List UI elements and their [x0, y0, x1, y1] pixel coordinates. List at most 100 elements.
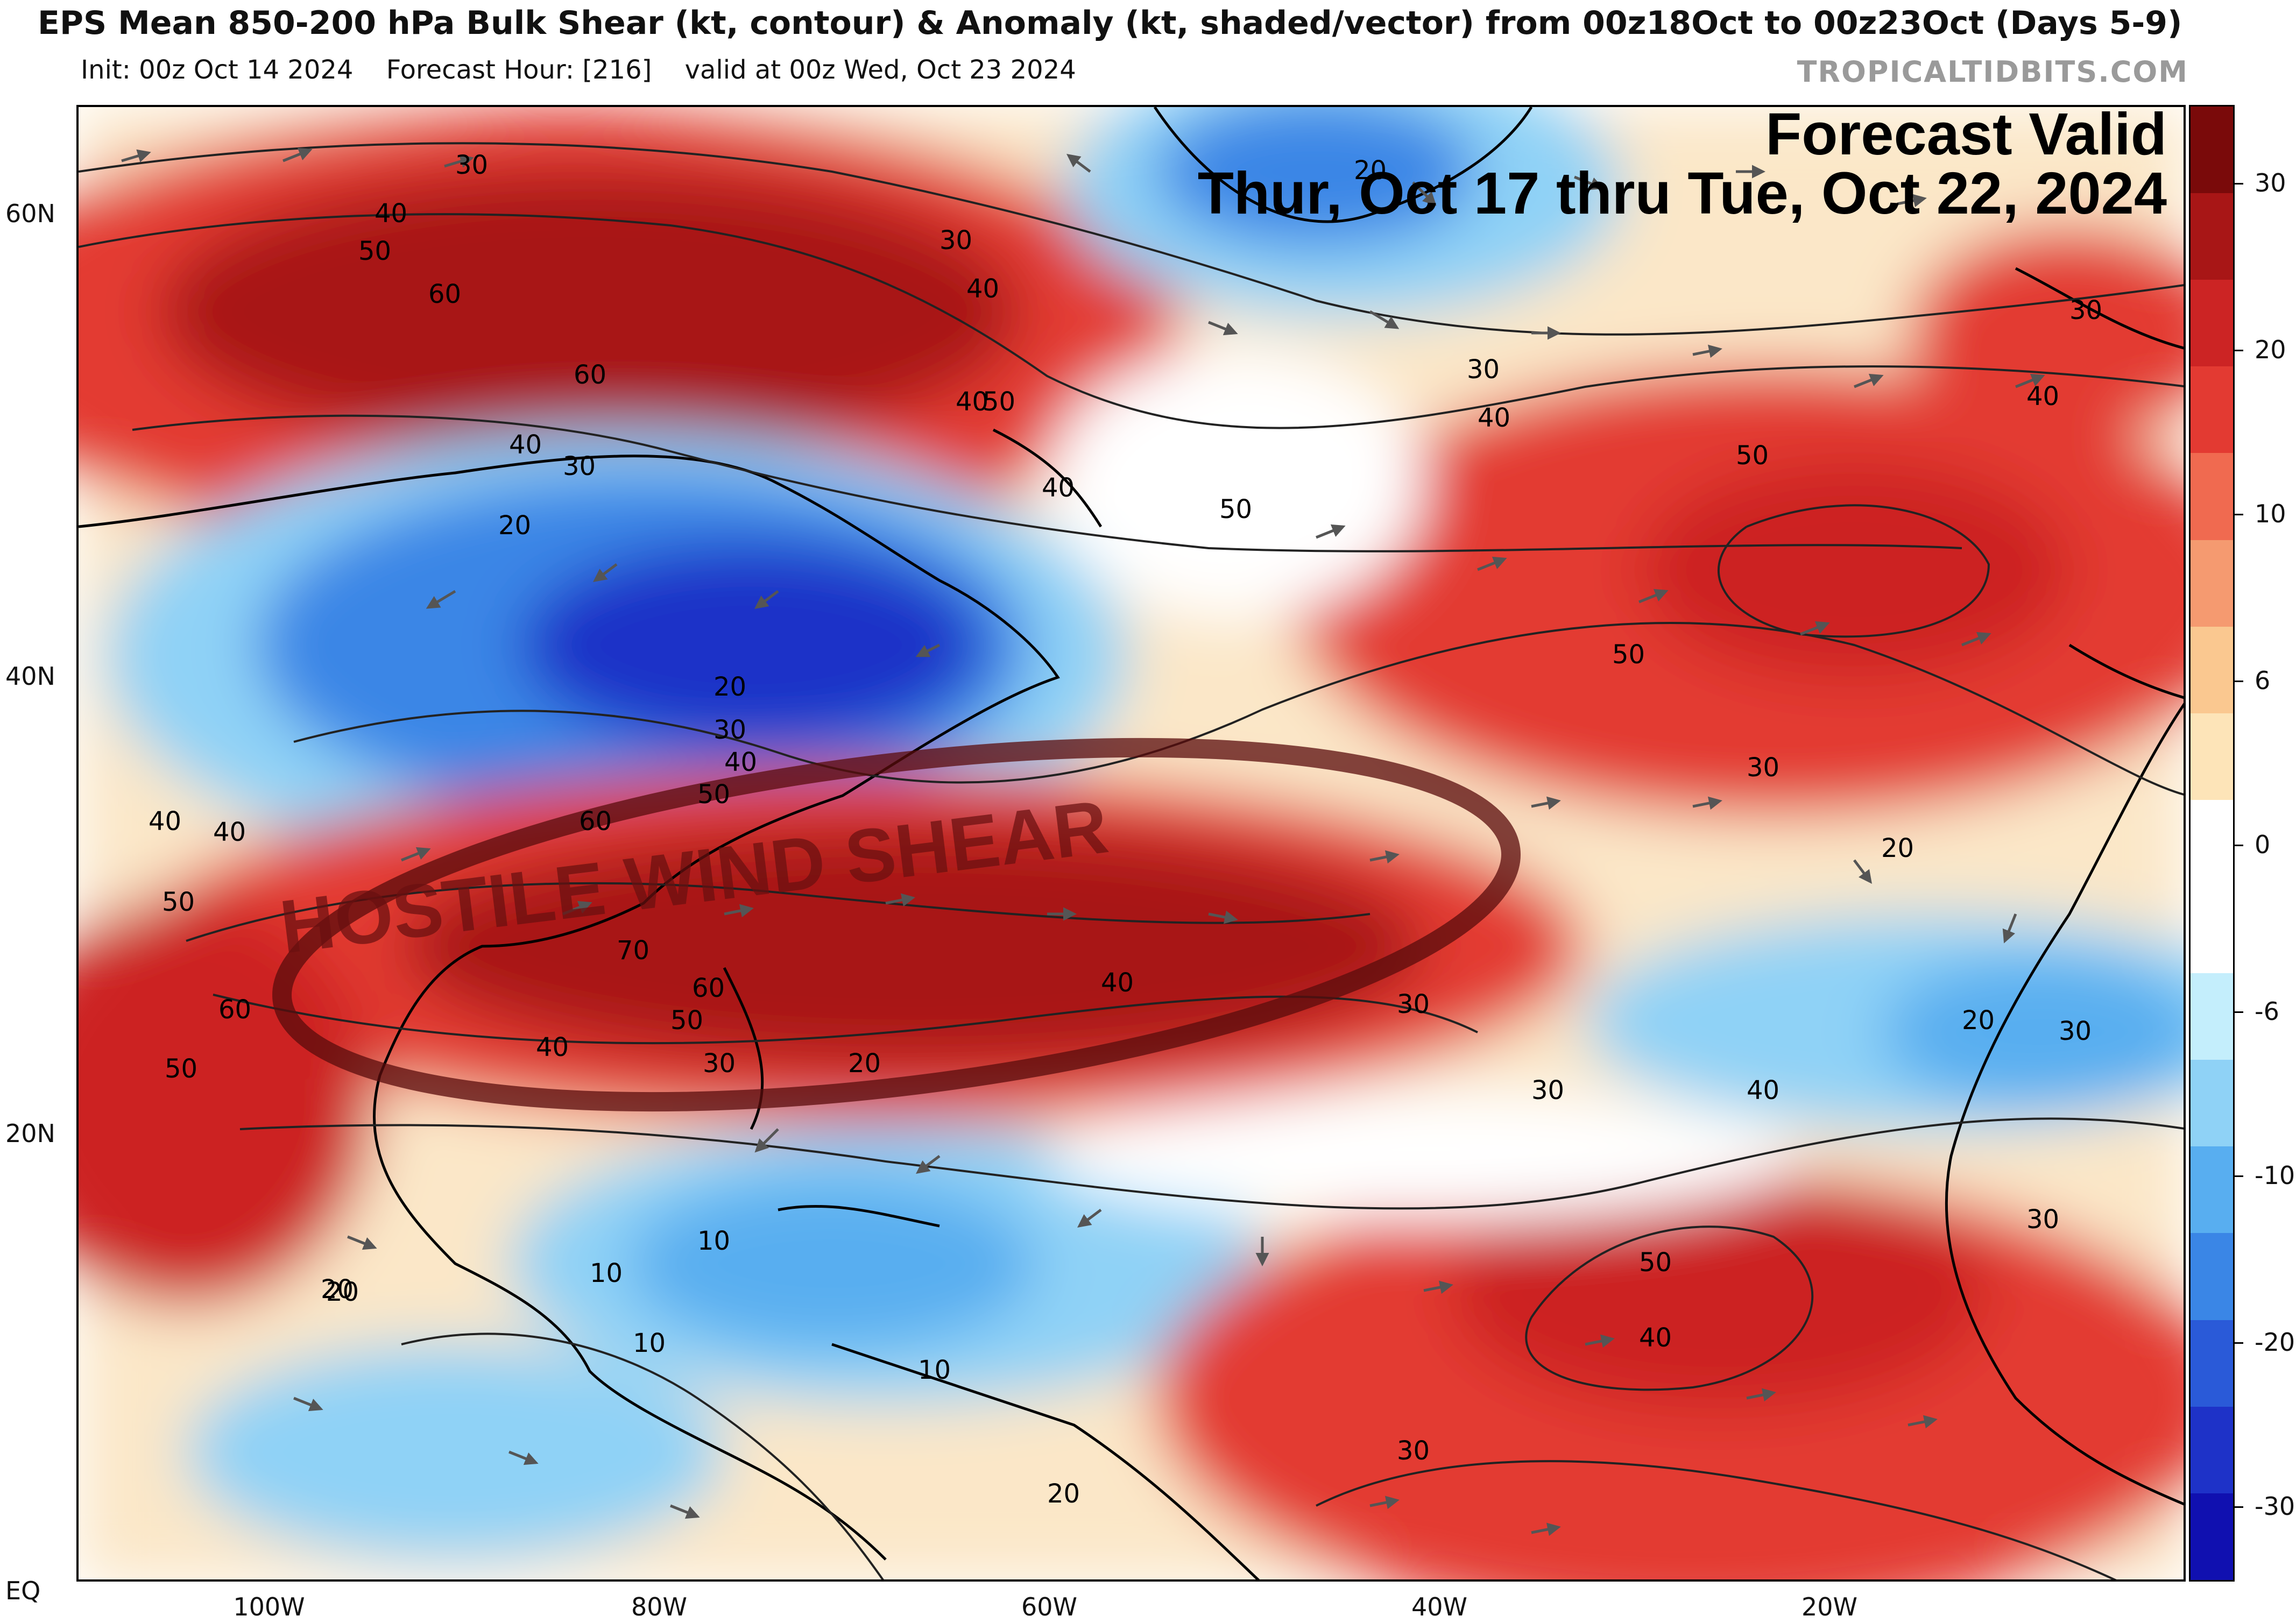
contour-label: 60 — [218, 995, 252, 1025]
contour-label: 40 — [509, 430, 542, 460]
contour-label: 10 — [918, 1355, 951, 1385]
contour-label: 60 — [428, 279, 462, 309]
contour-label: 20 — [713, 672, 747, 702]
contour-label: 30 — [2059, 1016, 2092, 1046]
contour-label: 50 — [670, 1005, 704, 1036]
contour-label: 30 — [1467, 355, 1500, 385]
contour-label: 40 — [966, 274, 1000, 304]
lat-label: 40N — [5, 662, 55, 691]
contour-label: 30 — [563, 451, 596, 481]
contour-label: 20 — [1881, 833, 1914, 863]
colorbar-segment — [2191, 453, 2233, 540]
contour-label: 20 — [498, 511, 532, 541]
colorbar-tick — [2235, 1342, 2243, 1344]
contour-label: 50 — [1736, 441, 1769, 471]
contour-label: 20 — [326, 1277, 359, 1307]
colorbar-segment — [2191, 540, 2233, 627]
colorbar-tick — [2235, 514, 2243, 515]
contour-label: 50 — [1219, 494, 1253, 525]
lon-label: 80W — [631, 1592, 688, 1621]
colorbar-segment — [2191, 1060, 2233, 1147]
contour-label: 50 — [1639, 1248, 1672, 1278]
contour-label: 40 — [536, 1032, 569, 1062]
colorbar-label: -20 — [2255, 1328, 2295, 1357]
colorbar-segment — [2191, 1406, 2233, 1493]
contour-label: 30 — [703, 1048, 736, 1079]
contour-label: 50 — [983, 387, 1016, 417]
forecast-hour: Forecast Hour: [216] — [386, 55, 652, 85]
forecast-valid-line1: Forecast Valid — [1765, 101, 2167, 167]
colorbar — [2189, 105, 2235, 1582]
colorbar-segment — [2191, 193, 2233, 280]
contour-label: 40 — [1478, 403, 1511, 433]
contour-label: 60 — [692, 973, 725, 1003]
anomaly-vectors — [121, 147, 2045, 1536]
contour-label: 30 — [1397, 989, 1430, 1019]
contour-label: 40 — [724, 747, 758, 777]
contour-label: 40 — [375, 199, 408, 229]
map-subtitle: Init: 00z Oct 14 2024 Forecast Hour: [21… — [81, 55, 1101, 85]
colorbar-segment — [2191, 1146, 2233, 1234]
contour-label: 30 — [713, 715, 747, 745]
contour-label: 50 — [1612, 640, 1645, 670]
lat-label: EQ — [5, 1576, 41, 1605]
contour-label: 30 — [2069, 295, 2103, 325]
contour-label: 50 — [358, 236, 392, 266]
colorbar-segment — [2191, 107, 2233, 194]
contour-label: 30 — [1397, 1436, 1430, 1466]
lat-label: 60N — [5, 199, 55, 228]
colorbar-segment — [2191, 799, 2233, 887]
shear-anomaly-map: 30 40 50 60 60 30 40 50 50 30 40 50 30 2… — [76, 105, 2186, 1582]
colorbar-segment — [2191, 366, 2233, 453]
contour-label: 10 — [590, 1258, 623, 1288]
contour-label: 60 — [574, 360, 607, 390]
colorbar-tick — [2235, 183, 2243, 185]
colorbar-segment — [2191, 626, 2233, 713]
colorbar-segment — [2191, 1493, 2233, 1580]
source-credit[interactable]: TROPICALTIDBITS.COM — [1797, 55, 2188, 89]
colorbar-label: -6 — [2255, 997, 2279, 1026]
contour-label: 30 — [1531, 1075, 1565, 1105]
colorbar-label: -30 — [2255, 1492, 2295, 1521]
contour-label: 30 — [2026, 1204, 2060, 1235]
contour-label: 40 — [1101, 968, 1134, 998]
contour-label: 40 — [1639, 1323, 1672, 1353]
contour-label: 30 — [939, 225, 973, 256]
colorbar-label: 0 — [2255, 830, 2271, 859]
forecast-valid-line2: Thur, Oct 17 thru Tue, Oct 22, 2024 — [1197, 160, 2167, 226]
colorbar-segment — [2191, 886, 2233, 974]
lon-label: 40W — [1411, 1592, 1468, 1621]
contour-label: 20 — [1354, 155, 1387, 186]
contour-label: 50 — [697, 779, 731, 810]
contour-label: 30 — [455, 150, 489, 180]
hostile-shear-outline — [272, 738, 1521, 1112]
contour-label: 40 — [2026, 381, 2060, 412]
lat-label: 20N — [5, 1119, 55, 1148]
contour-label: 40 — [956, 387, 989, 417]
contour-label: 10 — [633, 1328, 666, 1358]
colorbar-tick — [2235, 681, 2243, 682]
colorbar-tick — [2235, 1506, 2243, 1508]
contour-label: 20 — [321, 1274, 354, 1305]
colorbar-label: 20 — [2255, 335, 2286, 364]
colorbar-segment — [2191, 1320, 2233, 1407]
colorbar-label: 10 — [2255, 499, 2286, 528]
contour-label: 50 — [165, 1054, 198, 1084]
contour-label: 20 — [848, 1048, 881, 1079]
init-time: Init: 00z Oct 14 2024 — [81, 55, 354, 85]
contour-label: 60 — [579, 806, 612, 837]
contour-label: 70 — [617, 935, 650, 966]
map-graphics — [79, 107, 2184, 1579]
colorbar-tick — [2235, 350, 2243, 351]
colorbar-tick — [2235, 1011, 2243, 1013]
lon-label: 100W — [233, 1592, 305, 1621]
colorbar-segment — [2191, 280, 2233, 367]
contour-label: 10 — [697, 1226, 731, 1256]
contour-label: 40 — [1747, 1075, 1780, 1105]
contour-label: 50 — [162, 887, 195, 917]
shear-contours — [79, 142, 2184, 1579]
colorbar-segment — [2191, 973, 2233, 1060]
anomaly-shading — [79, 107, 2184, 1579]
contour-label: 20 — [1047, 1479, 1080, 1509]
colorbar-segment — [2191, 1233, 2233, 1320]
